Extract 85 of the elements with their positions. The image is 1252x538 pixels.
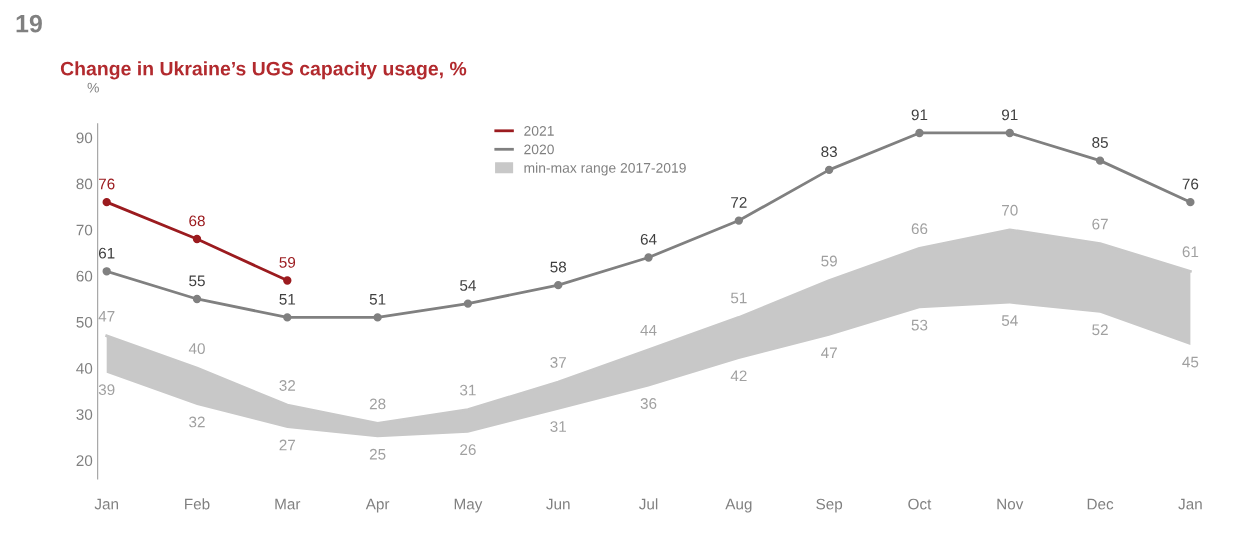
data-label: 83: [821, 146, 837, 158]
x-tick-label: Jun: [546, 498, 570, 510]
y-tick-label: 40: [76, 363, 93, 374]
x-tick-label: Dec: [1087, 498, 1114, 510]
annotation: 36: [640, 398, 657, 409]
data-label: 51: [279, 294, 296, 305]
x-tick-label: Feb: [185, 498, 210, 510]
point: [283, 276, 292, 285]
point: [554, 280, 563, 290]
data-label: 59: [279, 256, 296, 268]
y-tick-label: 20: [76, 455, 93, 467]
annotation: 25: [369, 448, 386, 460]
point: [1095, 156, 1105, 165]
annotation: 52: [1092, 324, 1108, 336]
x-tick-label: Sep: [816, 498, 843, 513]
data-label: 47: [98, 311, 115, 322]
data-label: 67: [1092, 218, 1108, 230]
x-tick-label: Jul: [639, 498, 658, 510]
data-label: 68: [189, 215, 205, 227]
point: [1005, 128, 1014, 138]
y-tick-label: 80: [76, 178, 93, 190]
data-label: 28: [369, 398, 386, 410]
x-tick-label: Mar: [275, 498, 301, 510]
annotation: 42: [730, 370, 747, 382]
annotation: 39: [98, 384, 115, 396]
data-label: 32: [279, 380, 296, 391]
data-label: 85: [1092, 137, 1108, 148]
data-label: 76: [1182, 178, 1199, 190]
point: [373, 313, 382, 322]
data-label: 54: [460, 280, 476, 291]
annotation: 31: [550, 421, 566, 432]
annotation: 45: [1182, 356, 1199, 368]
annotation: 32: [189, 416, 205, 428]
y-tick-label: 70: [76, 224, 93, 236]
annotation: 47: [821, 347, 837, 359]
data-label: 37: [550, 357, 566, 368]
point: [102, 197, 111, 207]
data-label: 31: [460, 384, 476, 396]
data-label: 64: [640, 233, 657, 245]
chart-title: Change in Ukraine’s UGS capacity usage, %: [60, 61, 467, 80]
data-label: 55: [189, 275, 205, 287]
annotation: 53: [911, 319, 928, 331]
point: [824, 165, 834, 175]
x-tick-label: Jan: [1178, 498, 1202, 510]
point: [915, 128, 924, 138]
y-axis-title: %: [87, 82, 99, 93]
x-tick-label: Nov: [997, 498, 1024, 510]
annotation: 27: [279, 439, 296, 451]
data-label: 58: [550, 261, 567, 273]
y-tick-label: 90: [76, 132, 93, 144]
legend-label: min-max range 2017-2019: [524, 162, 686, 176]
data-label: 51: [369, 294, 386, 305]
legend-label: 2021: [524, 125, 554, 136]
point: [102, 267, 111, 276]
point: [463, 299, 473, 308]
legend-label: 2020: [524, 144, 554, 155]
data-label: 76: [98, 178, 115, 190]
data-label: 61: [98, 247, 115, 259]
x-tick-label: Aug: [725, 498, 752, 513]
data-label: 70: [1002, 204, 1018, 216]
data-label: 51: [730, 292, 747, 304]
point: [644, 253, 653, 262]
y-tick-label: 60: [76, 270, 93, 282]
x-tick-label: Apr: [365, 498, 390, 513]
data-label: 61: [1182, 246, 1199, 258]
point: [1186, 197, 1195, 207]
y-tick-label: 30: [76, 409, 93, 420]
data-label: 91: [1001, 109, 1018, 121]
point: [283, 313, 292, 322]
x-tick-label: Jan: [94, 498, 119, 510]
text: 19: [16, 14, 42, 33]
point: [192, 234, 202, 244]
x-tick-label: Oct: [908, 498, 932, 510]
data-label: 66: [911, 223, 928, 235]
point: [734, 216, 744, 225]
annotation: 26: [460, 444, 476, 456]
annotation: 54: [1001, 315, 1018, 326]
data-label: 72: [731, 197, 747, 208]
y-tick-label: 50: [76, 316, 93, 328]
data-label: 44: [640, 324, 657, 336]
data-label: 40: [188, 343, 205, 355]
data-label: 91: [911, 109, 928, 121]
point: [192, 294, 202, 304]
data-label: 59: [821, 255, 837, 267]
x-tick-label: May: [454, 498, 483, 513]
